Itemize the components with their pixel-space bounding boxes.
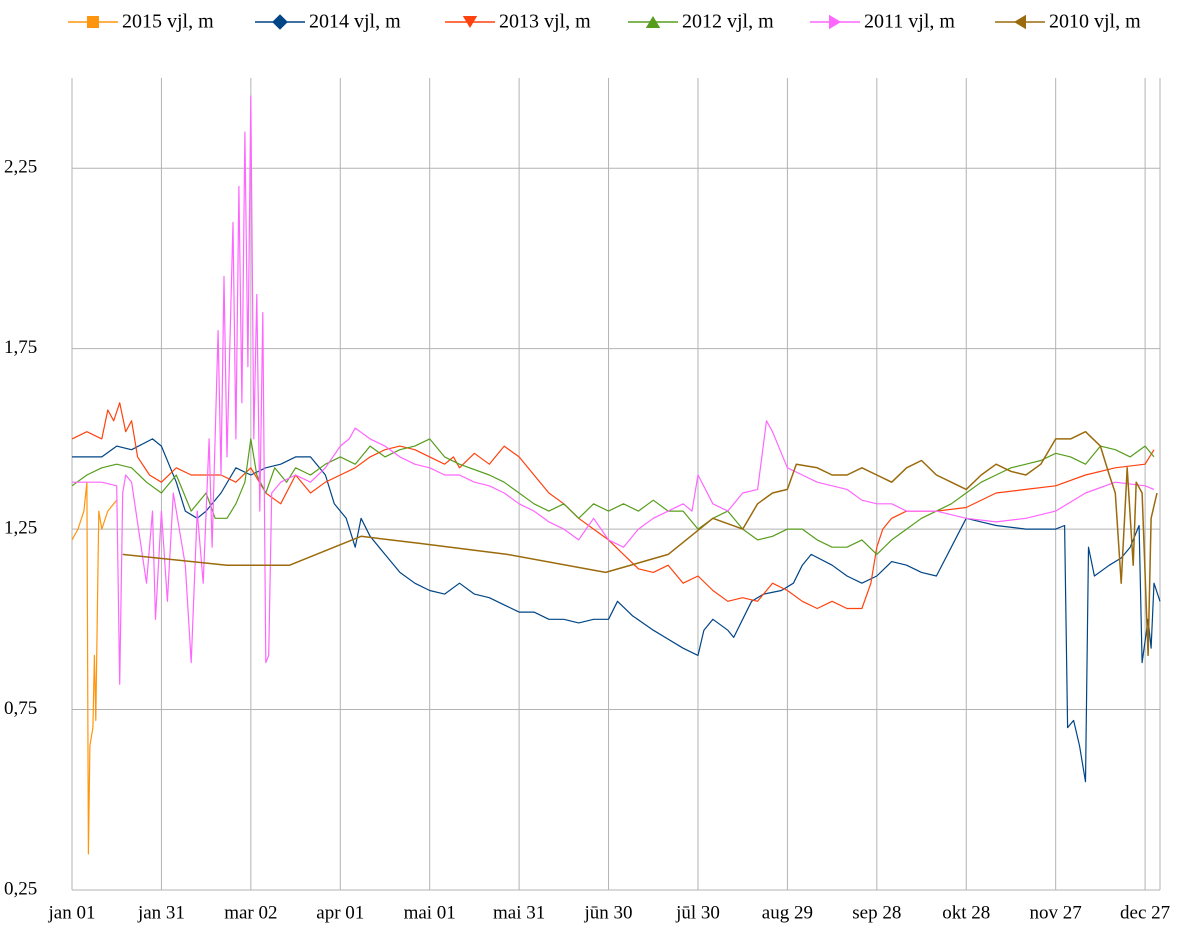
legend-label: 2011 vjl, m — [864, 11, 955, 33]
legend-marker — [1014, 14, 1026, 30]
x-tick-label: aug 29 — [762, 902, 813, 923]
y-tick-label: 1,25 — [4, 517, 37, 538]
legend-label: 2010 vjl, m — [1049, 11, 1141, 33]
series-line — [72, 438, 1161, 783]
x-tick-label: sep 28 — [852, 902, 901, 923]
series-line — [71, 481, 118, 855]
legend-label: 2014 vjl, m — [309, 11, 401, 33]
legend-marker — [829, 14, 841, 30]
y-tick-label: 0,25 — [4, 878, 37, 899]
series-line — [122, 430, 1158, 657]
legend-marker — [272, 14, 288, 30]
legend-marker — [462, 16, 478, 28]
legend-label: 2012 vjl, m — [682, 11, 774, 33]
legend-marker — [87, 16, 99, 28]
x-tick-label: dec 27 — [1120, 902, 1170, 923]
y-tick-label: 1,75 — [4, 337, 37, 358]
x-tick-label: jūn 30 — [584, 902, 633, 923]
x-tick-label: mai 31 — [493, 902, 545, 923]
x-tick-label: jūl 30 — [675, 902, 720, 923]
series-line — [72, 95, 1155, 685]
y-tick-label: 0,75 — [4, 698, 37, 719]
x-tick-label: mar 02 — [224, 902, 277, 923]
x-tick-label: mai 01 — [404, 902, 456, 923]
series-line — [71, 438, 1155, 555]
x-tick-label: jan 01 — [48, 902, 96, 923]
legend-marker — [645, 16, 661, 28]
x-tick-label: nov 27 — [1030, 902, 1082, 923]
y-tick-label: 2,25 — [4, 157, 37, 178]
series-line — [71, 402, 1155, 610]
legend-label: 2015 vjl, m — [122, 11, 214, 33]
x-tick-label: apr 01 — [316, 902, 364, 923]
x-tick-label: jan 31 — [137, 902, 185, 923]
legend-label: 2013 vjl, m — [499, 11, 591, 33]
x-tick-label: okt 28 — [942, 902, 990, 923]
